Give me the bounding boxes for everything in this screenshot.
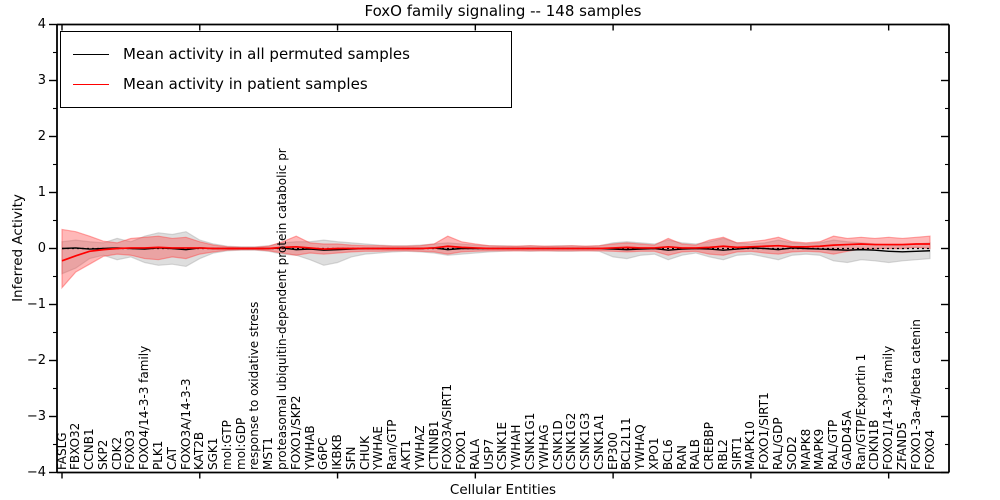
x-tick-label-29: FOXO1	[454, 429, 469, 470]
x-tick-label-19: G6PC	[316, 437, 331, 470]
x-tick-label-9: FOXO3A/14-3-3	[178, 378, 193, 470]
x-tick-label-41: BCL2L11	[619, 417, 634, 470]
x-tick-label-22: CHUK	[357, 435, 372, 470]
patient-band	[61, 228, 931, 290]
x-tick-label-46: RALB	[688, 439, 703, 470]
x-tick-label-56: RAL/GTP	[826, 419, 841, 470]
legend-entry-patient: Mean activity in patient samples	[71, 69, 501, 99]
y-tick-label-3: 3	[37, 72, 46, 88]
patient-mean-line	[61, 243, 930, 262]
permuted-line-sample	[73, 53, 109, 55]
x-tick-label-53: SOD2	[784, 436, 799, 470]
x-tick-label-51: FOXO1/SIRT1	[757, 392, 772, 470]
x-tick-label-50: MAPK10	[743, 421, 758, 470]
x-tick-label-24: Ran/GTP	[385, 419, 400, 470]
x-tick-label-59: CDKN1B	[867, 419, 882, 470]
y-tick-label--1: −1	[26, 296, 46, 312]
x-tick-label-12: mol:GTP	[219, 420, 234, 470]
x-tick-label-6: FOXO4/14-3-3 family	[137, 345, 152, 470]
y-tick-label--2: −2	[26, 352, 46, 368]
x-tick-label-11: SGK1	[206, 437, 221, 470]
x-tick-label-38: CSNK1G3	[578, 412, 593, 470]
x-tick-label-8: CAT	[164, 447, 179, 470]
x-tick-label-63: FOXO4	[922, 429, 937, 470]
x-tick-label-26: YWHAZ	[412, 425, 427, 470]
x-tick-label-0: FASLG	[54, 432, 69, 470]
x-tick-label-18: YWHAB	[302, 425, 317, 470]
x-tick-label-5: FOXO3	[123, 429, 138, 470]
x-tick-label-20: IKBKB	[330, 434, 345, 470]
legend-box: Mean activity in all permuted samples Me…	[60, 31, 512, 108]
x-tick-label-13: mol:GDP	[233, 417, 248, 470]
x-tick-label-15: MST1	[261, 437, 276, 470]
x-tick-label-3: SKP2	[95, 439, 110, 470]
x-tick-label-1: FBXO32	[68, 422, 83, 470]
y-tick-label--3: −3	[26, 408, 46, 424]
x-tick-label-43: XPO1	[646, 437, 661, 470]
y-tick-label-1: 1	[37, 184, 46, 200]
x-tick-label-49: SIRT1	[729, 436, 744, 470]
x-tick-label-39: CSNK1A1	[591, 413, 606, 470]
x-tick-label-14: response to oxidative stress	[247, 301, 262, 470]
x-tick-label-16: proteasomal ubiquitin-dependent protein …	[274, 148, 289, 470]
legend-entry-permuted: Mean activity in all permuted samples	[71, 39, 501, 69]
x-tick-label-58: Ran/GTP/Exportin 1	[853, 353, 868, 470]
x-tick-label-21: SFN	[343, 446, 358, 471]
x-tick-label-57: GADD45A	[839, 410, 854, 470]
x-tick-label-54: MAPK8	[798, 428, 813, 470]
x-tick-label-17: FOXO1/SKP2	[288, 395, 303, 470]
x-tick-label-61: ZFAND5	[894, 421, 909, 470]
y-tick-label-2: 2	[37, 128, 46, 144]
permuted-band	[61, 231, 931, 275]
x-tick-label-10: KAT2B	[192, 431, 207, 470]
x-tick-label-62: FOXO1-3a-4/beta catenin	[908, 319, 923, 470]
x-axis-label: Cellular Entities	[449, 482, 557, 498]
x-tick-label-25: AKT1	[398, 439, 413, 470]
x-tick-label-28: FOXO3A/SIRT1	[440, 384, 455, 470]
x-tick-label-45: RAN	[674, 444, 689, 470]
x-tick-label-36: CSNK1D	[550, 420, 565, 470]
x-tick-label-48: RBL2	[715, 439, 730, 470]
x-tick-label-40: EP300	[605, 432, 620, 470]
x-tick-label-4: CDK2	[109, 436, 124, 470]
x-tick-label-42: YWHAQ	[633, 424, 648, 470]
x-tick-label-2: CCNB1	[82, 428, 97, 470]
x-tick-label-37: CSNK1G2	[564, 412, 579, 470]
x-tick-label-44: BCL6	[660, 439, 675, 470]
x-tick-label-52: RAL/GDP	[770, 417, 785, 470]
x-tick-label-7: PLK1	[150, 440, 165, 470]
x-tick-label-31: USP7	[481, 438, 496, 470]
x-tick-label-33: YWHAH	[509, 424, 524, 470]
x-tick-label-60: FOXO1/14-3-3 family	[881, 345, 896, 470]
y-tick-label-4: 4	[37, 16, 46, 32]
x-tick-label-30: RALA	[467, 438, 482, 470]
legend-label-permuted: Mean activity in all permuted samples	[123, 45, 410, 63]
legend-label-patient: Mean activity in patient samples	[123, 75, 368, 93]
patient-line-sample	[73, 83, 109, 85]
x-tick-label-32: CSNK1E	[495, 421, 510, 470]
x-tick-label-55: MAPK9	[812, 428, 827, 470]
x-tick-label-47: CREBBP	[702, 422, 717, 470]
x-tick-label-35: YWHAG	[536, 424, 551, 470]
chart-title: FoxO family signaling -- 148 samples	[364, 2, 642, 20]
y-tick-label--4: −4	[26, 464, 46, 480]
y-tick-label-0: 0	[37, 240, 46, 256]
x-tick-label-23: YWHAE	[371, 425, 386, 470]
x-tick-label-34: CSNK1G1	[522, 412, 537, 470]
x-tick-label-27: CTNNB1	[426, 420, 441, 470]
